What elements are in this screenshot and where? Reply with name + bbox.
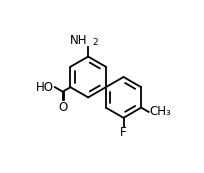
Text: NH: NH [70,34,88,47]
Text: 2: 2 [92,38,98,47]
Text: F: F [120,126,127,139]
Text: CH₃: CH₃ [150,105,171,119]
Text: O: O [58,101,67,114]
Text: HO: HO [36,81,54,94]
